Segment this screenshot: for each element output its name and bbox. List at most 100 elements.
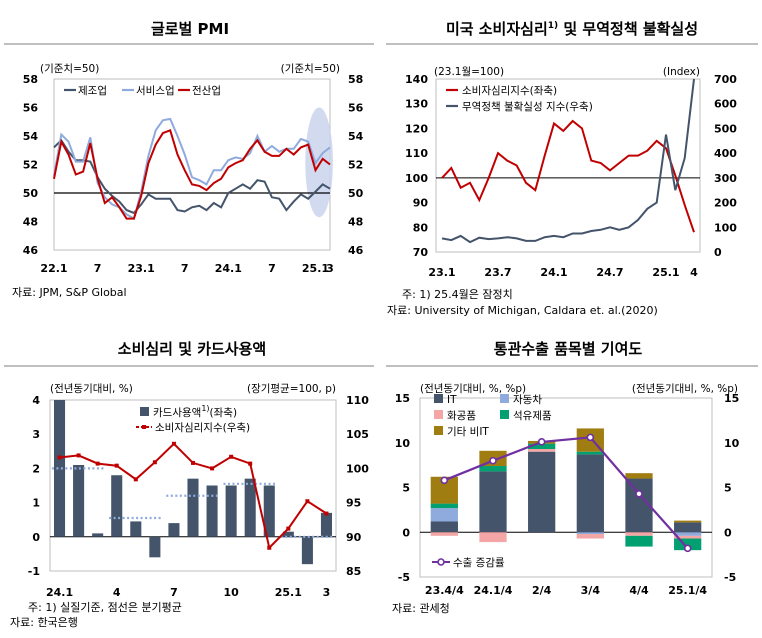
card-left-unit: (전년동기대비, %): [50, 383, 133, 395]
us-legend-label: 무역정책 불확실성 지수(우축): [462, 100, 593, 113]
card-sentiment-marker: [286, 526, 291, 531]
card-sentiment-marker: [305, 499, 310, 504]
pmi-xtick: 25.1: [302, 262, 329, 275]
card-bar: [111, 475, 123, 537]
customs-title: 통관수출 품목별 기여도: [494, 340, 643, 358]
us-ytick-left: 90: [413, 197, 429, 210]
card-sentiment-marker: [114, 463, 119, 468]
us-ytick-right: 600: [714, 98, 737, 111]
us-chart: 미국 소비자심리1) 및 무역정책 불확실성 (23.1월=100) (Inde…: [386, 20, 758, 317]
customs-bar-segment: [528, 451, 556, 533]
card-xtick: 3: [323, 586, 331, 599]
card-bar: [320, 512, 332, 537]
customs-bar-segment: [576, 532, 604, 535]
pmi-ytick-right: 48: [348, 216, 363, 229]
card-sentiment-marker: [152, 460, 157, 465]
customs-legend-label: 자동차: [513, 394, 542, 406]
card-ytick-right: 105: [346, 428, 369, 441]
card-bar: [187, 478, 199, 537]
customs-export-marker: [586, 433, 595, 442]
customs-bar-segment: [674, 532, 702, 536]
pmi-chart: 글로벌 PMI (기준치=50) (기준치=50) 46 46 48 48 50 50 52…: [4, 20, 374, 299]
customs-legend-label: 수출 증감률: [453, 557, 505, 569]
us-title-main: 미국 소비자심리: [446, 20, 548, 38]
customs-xtick: 23.4/4: [425, 584, 464, 597]
card-ytick-left: 0: [32, 531, 40, 544]
customs-export-line: [443, 436, 689, 550]
pmi-title: 글로벌 PMI: [151, 20, 229, 38]
customs-bar-segment: [674, 520, 702, 523]
us-xtick: 24.7: [596, 266, 623, 279]
customs-legend-marker: [437, 558, 445, 566]
pmi-ytick-right: 54: [348, 130, 364, 143]
card-bar: [244, 478, 256, 537]
card-plot: -1 0 1 2 3 4 85 90 95 100 105 110 24.1 4 7 10 25.1 3 카드사용액…: [28, 394, 370, 599]
customs-bar-segment: [576, 454, 604, 533]
pmi-ytick-left: 50: [23, 187, 39, 200]
pmi-ytick-left: 52: [23, 159, 38, 172]
us-ytick-left: 110: [405, 147, 428, 160]
pmi-ytick-left: 56: [23, 102, 39, 115]
pmi-xtick: 22.1: [40, 262, 67, 275]
us-ytick-right: 100: [714, 221, 737, 234]
card-xtick: 4: [113, 586, 121, 599]
us-left-unit: (23.1월=100): [434, 66, 504, 78]
card-xtick: 25.1: [275, 586, 302, 599]
card-legend-swatch: [140, 407, 149, 416]
us-ytick-right: 0: [714, 246, 722, 259]
card-source: 자료: 한국은행: [10, 616, 78, 629]
customs-bar-segment: [479, 466, 507, 472]
us-xtick: 24.1: [540, 266, 567, 279]
card-bar: [168, 523, 180, 537]
card-sentiment-marker: [95, 461, 100, 466]
customs-ytick-left: 0: [402, 526, 410, 539]
us-title-sup: 1): [548, 21, 558, 31]
customs-source: 자료: 관세청: [392, 602, 450, 615]
card-sentiment-marker: [171, 441, 176, 446]
pmi-ytick-right: 52: [348, 159, 363, 172]
card-frame: [49, 399, 337, 572]
us-title: 미국 소비자심리1) 및 무역정책 불확실성: [446, 20, 698, 38]
customs-left-unit: (전년동기대비, %, %p): [420, 383, 526, 395]
pmi-right-unit: (기준치=50): [281, 63, 340, 75]
customs-bar-segment: [430, 532, 458, 536]
pmi-source: 자료: JPM, S&P Global: [12, 286, 127, 299]
card-ytick-right: 95: [346, 497, 361, 510]
card-note: 주: 1) 실질기준, 점선은 분기평균: [28, 601, 182, 614]
card-sentiment-marker: [191, 460, 195, 465]
card-xtick: 24.1: [46, 586, 73, 599]
customs-export-marker: [683, 544, 692, 553]
customs-legend-label: 화공품: [447, 410, 476, 422]
card-ytick-right: 110: [346, 394, 369, 407]
customs-right-unit: (전년동기대비, %, %p): [632, 383, 738, 395]
customs-export-marker: [537, 438, 546, 446]
card-legend-marker: [142, 425, 146, 429]
card-xtick: 7: [170, 586, 178, 599]
card-chart: 소비심리 및 카드사용액 (전년동기대비, %) (장기평균=100, p) -…: [4, 340, 374, 629]
us-frame: [435, 78, 701, 253]
customs-legend-swatch: [500, 394, 509, 403]
card-bar: [282, 531, 294, 537]
card-ytick-left: 3: [32, 428, 40, 441]
card-sentiment-marker: [210, 466, 215, 471]
pmi-ytick-left: 48: [23, 216, 38, 229]
customs-plot: -5 -5 0 0 5 5 10 10 15 15 23.4/4 24.1/4 2/4 3/4 4/4 25.…: [395, 392, 740, 597]
card-bar: [92, 533, 104, 537]
us-ytick-right: 500: [714, 122, 737, 135]
us-title-tail: 및 무역정책 불확실성: [563, 20, 698, 38]
customs-ytick-left: 5: [402, 482, 410, 495]
card-bar: [225, 485, 237, 537]
card-bar: [73, 464, 85, 537]
customs-chart: 통관수출 품목별 기여도 (전년동기대비, %, %p) (전년동기대비, %,…: [386, 340, 758, 615]
customs-ytick-left: 10: [395, 437, 411, 450]
us-ytick-right: 300: [714, 172, 737, 185]
customs-legend-label: 기타 비IT: [447, 426, 489, 438]
us-ytick-left: 70: [413, 246, 429, 259]
customs-legend-swatch: [434, 394, 443, 403]
us-note: 주: 1) 25.4월은 잠정치: [402, 288, 513, 301]
us-plot: 70 80 90 100 110 120 130 140 0 100 200 300 400 500 600…: [405, 73, 737, 279]
customs-bar-segment: [625, 473, 653, 479]
card-sentiment-marker: [324, 511, 329, 516]
card-legend-label: 카드사용액1)(좌축): [153, 404, 237, 419]
pmi-series-0: [53, 138, 331, 215]
